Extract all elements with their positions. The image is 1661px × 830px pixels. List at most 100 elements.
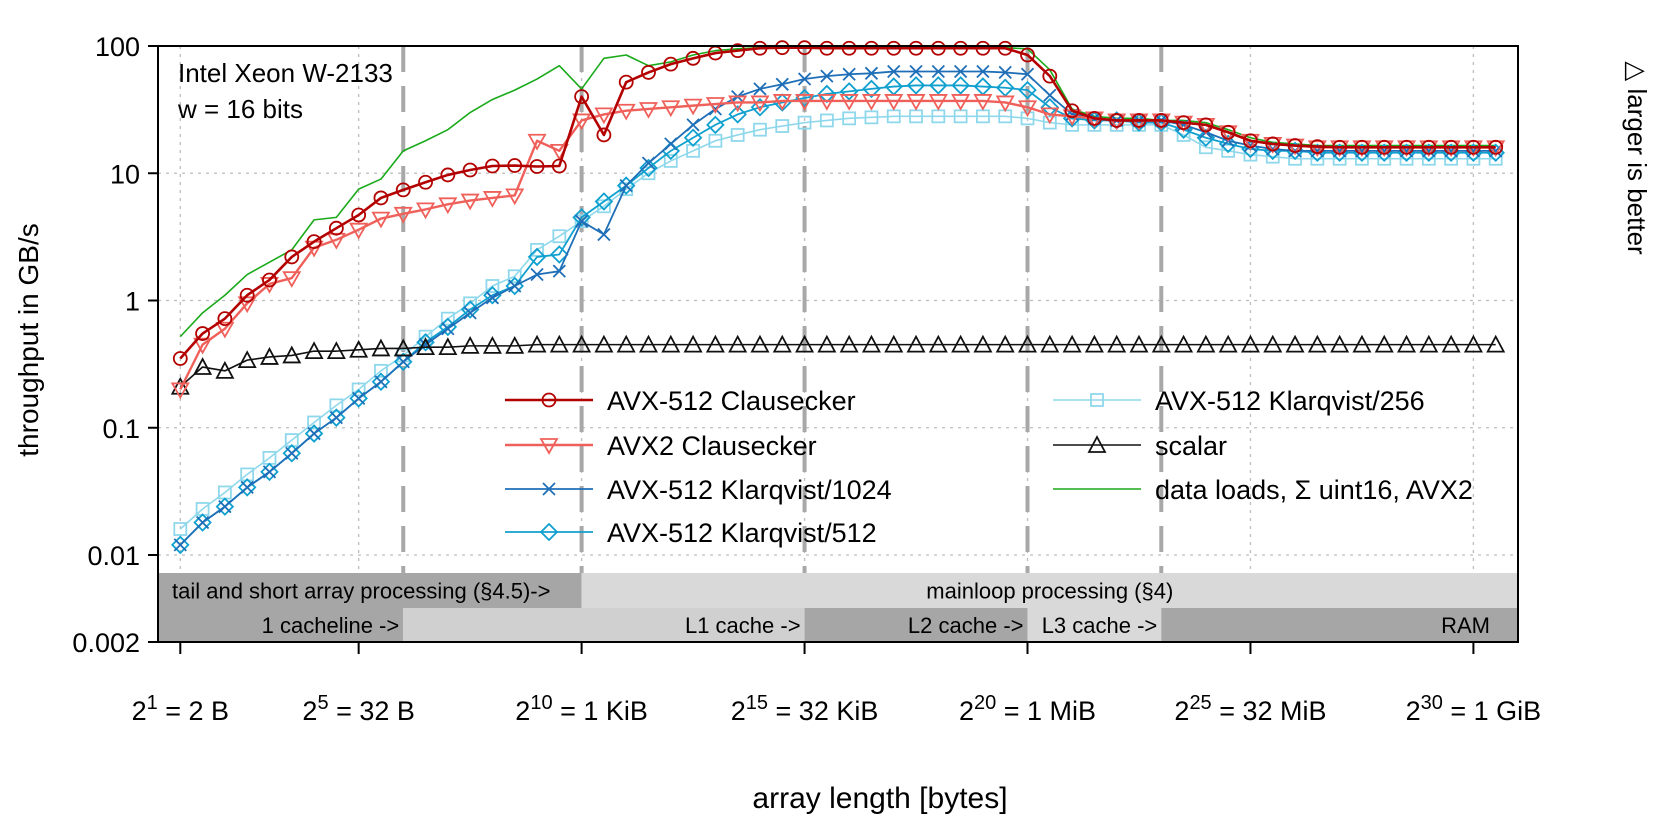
data-point bbox=[1017, 100, 1038, 118]
data-point bbox=[307, 415, 321, 430]
data-point bbox=[663, 154, 678, 168]
data-point bbox=[1086, 110, 1102, 126]
data-point bbox=[1307, 334, 1327, 353]
data-point bbox=[440, 311, 455, 326]
data-point bbox=[1043, 88, 1057, 102]
data-point bbox=[482, 191, 502, 208]
legend-entry: AVX-512 Clausecker bbox=[505, 386, 856, 416]
data-point bbox=[328, 220, 344, 236]
plot-frame bbox=[157, 45, 1519, 643]
data-point bbox=[173, 522, 188, 536]
data-point bbox=[1330, 334, 1350, 353]
data-point bbox=[1042, 68, 1058, 84]
data-point bbox=[326, 341, 346, 360]
data-point bbox=[908, 40, 924, 56]
series-line bbox=[179, 46, 1496, 360]
data-point bbox=[326, 232, 346, 250]
data-point bbox=[1352, 334, 1372, 353]
data-point bbox=[995, 95, 1015, 113]
band-label: L3 cache -> bbox=[1042, 613, 1158, 638]
band-label: L1 cache -> bbox=[685, 613, 801, 638]
data-point bbox=[507, 269, 522, 284]
data-point bbox=[530, 242, 544, 257]
data-point bbox=[775, 77, 789, 91]
legend-label: AVX-512 Klarqvist/1024 bbox=[607, 475, 892, 505]
data-point bbox=[1042, 115, 1057, 130]
band-label: tail and short array processing (§4.5)-> bbox=[172, 579, 550, 604]
data-point bbox=[374, 363, 388, 378]
data-point bbox=[195, 326, 210, 341]
data-point bbox=[973, 94, 993, 111]
data-point bbox=[1240, 334, 1260, 353]
legend-label: data loads, Σ uint16, AVX2 bbox=[1155, 475, 1473, 505]
data-point bbox=[418, 174, 433, 190]
x-tick-label: 21 = 2 B bbox=[132, 692, 229, 726]
data-point bbox=[753, 122, 767, 137]
data-point bbox=[1421, 139, 1437, 155]
data-point bbox=[217, 311, 233, 327]
data-point bbox=[240, 480, 254, 495]
data-point bbox=[329, 398, 344, 413]
data-point bbox=[284, 249, 300, 265]
data-point bbox=[750, 97, 770, 117]
band-row2-segment bbox=[1161, 608, 1518, 642]
data-point bbox=[527, 247, 547, 267]
data-point bbox=[774, 40, 790, 56]
data-point bbox=[262, 465, 277, 479]
data-point bbox=[728, 95, 748, 113]
data-point bbox=[1109, 117, 1124, 132]
data-point bbox=[1018, 334, 1038, 353]
data-point bbox=[507, 158, 523, 173]
legend-marker bbox=[542, 482, 556, 496]
data-point bbox=[795, 334, 815, 353]
data-point bbox=[1107, 334, 1127, 353]
band-row2-segment bbox=[1027, 608, 1162, 642]
data-point bbox=[1441, 334, 1461, 353]
data-point bbox=[618, 74, 634, 90]
data-point bbox=[686, 118, 700, 132]
data-point bbox=[638, 102, 659, 119]
cache-level-bands: tail and short array processing (§4.5)->… bbox=[158, 573, 1518, 642]
data-point bbox=[619, 178, 633, 193]
data-point bbox=[215, 497, 235, 516]
y-tick-label: 10 bbox=[110, 159, 140, 189]
data-point bbox=[1018, 80, 1037, 100]
data-point bbox=[683, 98, 703, 116]
data-point bbox=[973, 334, 993, 353]
data-point bbox=[1196, 334, 1216, 353]
y-axis-label: throughput in GB/s bbox=[13, 223, 44, 456]
data-point bbox=[795, 94, 815, 111]
data-point bbox=[374, 375, 388, 389]
data-point bbox=[839, 334, 859, 353]
data-point bbox=[661, 100, 681, 118]
data-point bbox=[864, 40, 879, 56]
data-point bbox=[705, 97, 725, 114]
data-point bbox=[215, 321, 235, 339]
data-point bbox=[418, 337, 433, 352]
data-point bbox=[1062, 334, 1082, 353]
data-point bbox=[1153, 113, 1169, 128]
data-point bbox=[1287, 138, 1303, 153]
data-point bbox=[976, 64, 990, 79]
data-point bbox=[552, 264, 566, 278]
data-point bbox=[797, 72, 812, 86]
data-point bbox=[349, 339, 369, 358]
data-point bbox=[218, 499, 232, 514]
data-point bbox=[327, 408, 346, 427]
y-tick-label: 0.002 bbox=[72, 628, 140, 658]
data-point bbox=[861, 94, 881, 111]
legend-entry: AVX-512 Klarqvist/256 bbox=[1053, 386, 1425, 416]
data-point bbox=[527, 334, 547, 353]
annotation-cpu: Intel Xeon W-2133 bbox=[178, 58, 393, 88]
band-row2-segment bbox=[158, 608, 404, 642]
data-point bbox=[706, 115, 725, 135]
data-point bbox=[329, 411, 343, 425]
data-point bbox=[549, 334, 569, 353]
data-point bbox=[775, 119, 790, 133]
data-point bbox=[193, 357, 213, 375]
legend-label: AVX-512 Klarqvist/256 bbox=[1155, 386, 1425, 416]
data-point bbox=[817, 334, 837, 353]
data-point bbox=[304, 424, 324, 443]
data-point bbox=[1129, 334, 1149, 353]
data-point bbox=[282, 345, 302, 364]
